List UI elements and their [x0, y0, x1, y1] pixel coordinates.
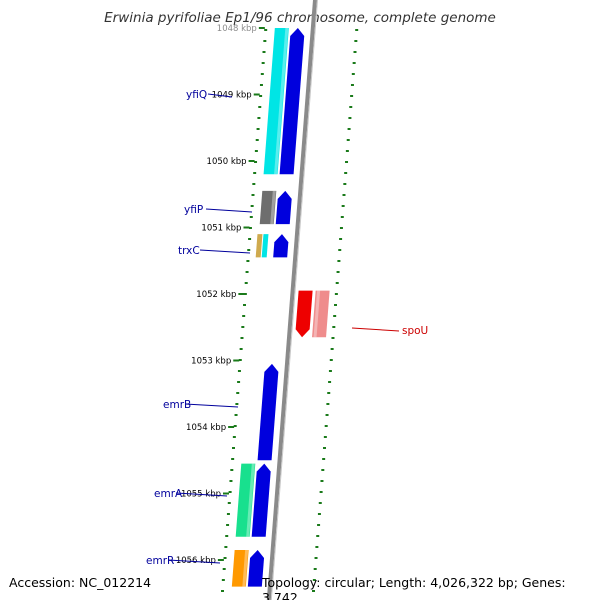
backbone-highlight	[270, 0, 318, 600]
accession-text: Accession: NC_012214	[9, 575, 152, 590]
cds-arrow-emrB	[257, 363, 279, 461]
gene-label-spoU: spoU	[402, 325, 428, 337]
cds-arrow-yfiP	[275, 190, 292, 225]
gene-label-trxC: trxC	[178, 245, 200, 257]
cog-bar-emrA	[235, 463, 256, 537]
cog-bar-shine	[242, 550, 249, 587]
cog-bar-emrR	[231, 550, 249, 587]
cog-bar-yfiP	[259, 190, 277, 225]
gene-leader-line	[351, 327, 400, 332]
tick-label: 1051 kbp	[201, 224, 241, 234]
cds-arrow-emrR	[247, 550, 265, 587]
map-title: Erwinia pyrifoliae Ep1/96 chromosome, co…	[104, 10, 496, 26]
gene-leader-line	[199, 249, 251, 254]
cds-arrow-emrA	[251, 463, 271, 537]
backbone-line	[266, 0, 317, 600]
tick-label: 1050 kbp	[207, 157, 247, 167]
tick-label: 1048 kbp	[217, 24, 257, 34]
cog-bar-trxC-a	[255, 234, 263, 258]
gene-leader-line	[207, 93, 233, 98]
gene-label-emrR: emrR	[146, 555, 174, 567]
tick-label: 1049 kbp	[212, 91, 252, 101]
cds-arrow-trxC	[273, 234, 289, 258]
cds-arrow-spoU	[295, 290, 313, 338]
cog-bar-shine	[274, 28, 289, 175]
gene-leader-line	[184, 403, 239, 408]
tick-label: 1053 kbp	[191, 357, 231, 367]
cog-bar-shine	[246, 463, 255, 537]
gene-label-yfiQ: yfiQ	[186, 89, 207, 101]
cog-bar-trxC-b	[261, 234, 269, 258]
topology-text: Topology: circular; Length: 4,026,322 bp…	[262, 575, 566, 600]
tick-label: 1054 kbp	[186, 423, 226, 433]
cog-bar-yfiQ	[263, 28, 289, 175]
cog-bar-shine	[313, 290, 321, 338]
cog-bar-spoU	[312, 290, 330, 338]
tick-label: 1056 kbp	[176, 556, 216, 566]
gene-leader-line	[167, 559, 221, 564]
gene-label-emrB: emrB	[163, 399, 191, 411]
cds-arrow-yfiQ	[279, 28, 305, 175]
tick-label: 1052 kbp	[196, 290, 236, 300]
gene-leader-line	[175, 492, 228, 497]
cog-bar-shine	[270, 190, 276, 225]
gene-label-emrA: emrA	[154, 488, 183, 500]
gene-label-yfiP: yfiP	[184, 204, 203, 216]
gene-leader-line	[205, 208, 253, 213]
